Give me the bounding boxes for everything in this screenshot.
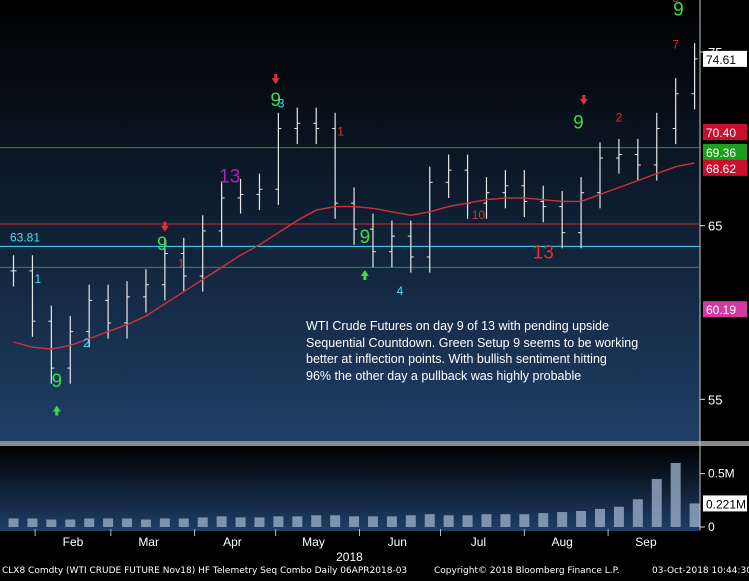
arrow-down-icon	[160, 221, 169, 232]
sequence-count-label: 2	[83, 336, 90, 350]
sequence-count-label: 1	[34, 272, 41, 286]
price-tag-label: 70.40	[706, 126, 736, 140]
volume-bar	[216, 516, 227, 527]
price-panel	[0, 0, 700, 441]
price-tag	[703, 159, 747, 176]
footer-timestamp: 03-Oct-2018 10:44:30	[652, 566, 749, 576]
volume-bar	[273, 516, 284, 527]
volume-bar	[84, 518, 95, 527]
volume-bar	[670, 463, 681, 527]
arrow-up-icon	[360, 270, 369, 281]
volume-bar	[405, 515, 416, 527]
volume-bar	[651, 479, 662, 527]
volume-bar	[27, 518, 38, 527]
volume-tick-label: 0	[708, 520, 715, 534]
footer-ticker-info: CLX8 Comdty (WTI CRUDE FUTURE Nov18) HF …	[2, 566, 408, 576]
volume-bar	[386, 516, 397, 527]
sequence-count-label: 4	[397, 284, 404, 298]
x-tick-label: Apr	[223, 535, 242, 549]
sequence-count-label: 7	[672, 38, 679, 52]
price-tag-label: 74.61	[706, 53, 736, 67]
volume-bar	[424, 514, 435, 527]
volume-bar	[330, 515, 341, 527]
x-tick-label: Jun	[388, 535, 407, 549]
volume-bar	[65, 519, 76, 527]
volume-bar	[103, 518, 114, 527]
chart-annotation: WTI Crude Futures on day 9 of 13 with pe…	[306, 318, 691, 384]
volume-bar	[481, 514, 492, 527]
sequence-count-label: 13	[219, 166, 240, 187]
price-tag	[703, 144, 747, 161]
volume-bar	[632, 499, 643, 527]
annotation-line: Sequential Countdown. Green Setup 9 seem…	[306, 335, 639, 350]
price-tag-label: 0.221M	[706, 497, 746, 511]
volume-bar	[46, 519, 57, 527]
volume-bar	[557, 512, 568, 527]
price-tag	[703, 495, 747, 512]
sequence-count-label: 10	[472, 208, 486, 222]
price-tag	[703, 123, 747, 140]
sequence-count-label: 1	[178, 256, 185, 270]
volume-bar	[613, 506, 624, 527]
volume-bar	[254, 517, 265, 527]
price-tag	[703, 50, 747, 67]
panel-divider	[0, 441, 749, 446]
sequence-count-label: 9	[51, 371, 62, 392]
sequence-count-label: 9	[360, 227, 371, 248]
price-tag-label: 69.36	[706, 146, 736, 160]
volume-bar	[462, 515, 473, 527]
year-label: 2018	[336, 550, 363, 564]
volume-bar	[689, 503, 700, 527]
sequence-count-label: 9	[573, 112, 584, 133]
annotation-line: 96% the other day a pullback was highly …	[306, 368, 582, 383]
footer-copyright: Copyright© 2018 Bloomberg Finance L.P.	[434, 566, 620, 576]
moving-average-line	[13, 162, 695, 350]
price-tag-label: 60.19	[706, 303, 736, 317]
x-tick-label: Feb	[63, 535, 84, 549]
sequence-count-label: 9	[157, 234, 168, 255]
sequence-count-label: 3	[278, 97, 285, 111]
volume-bar	[349, 516, 360, 527]
volume-bar	[197, 517, 208, 527]
y-tick-label: 65	[708, 219, 722, 234]
volume-bar	[8, 518, 19, 527]
volume-bar	[235, 517, 246, 527]
level-label: 63.81	[10, 230, 40, 244]
sequence-count-label: 8	[672, 0, 679, 5]
volume-bar	[292, 516, 303, 527]
arrow-up-icon	[52, 405, 61, 416]
sequence-count-label: 9	[270, 90, 281, 111]
sequence-count-label: 13	[533, 243, 554, 264]
sequence-count-label: 9	[673, 0, 684, 21]
volume-bar	[367, 516, 378, 527]
sequence-count-label: 1	[337, 124, 344, 138]
annotation-line: better at inflection points. With bullis…	[306, 352, 607, 366]
annotation-line: WTI Crude Futures on day 9 of 13 with pe…	[306, 319, 609, 333]
volume-bar	[178, 518, 189, 527]
y-tick-label: 55	[708, 392, 722, 407]
volume-bar	[576, 511, 587, 527]
volume-bar	[595, 508, 605, 527]
sequence-count-label: 2	[616, 111, 623, 125]
volume-bar	[519, 514, 530, 527]
x-tick-label: Aug	[551, 535, 572, 549]
arrow-down-icon	[271, 74, 280, 85]
arrow-down-icon	[579, 94, 588, 105]
price-tag-label: 68.62	[706, 162, 736, 176]
volume-bar	[122, 518, 133, 527]
price-tag	[703, 301, 747, 318]
x-tick-label: Mar	[138, 535, 159, 549]
volume-bar	[500, 514, 511, 527]
x-tick-label: Jul	[471, 535, 486, 549]
volume-bar	[159, 518, 170, 527]
volume-bar	[538, 513, 549, 527]
volume-bar	[443, 515, 454, 527]
x-tick-label: Sep	[635, 535, 657, 549]
volume-tick-label: 0.5M	[708, 467, 735, 481]
volume-bar	[140, 519, 151, 527]
x-tick-label: May	[302, 535, 325, 549]
volume-bar	[311, 515, 322, 527]
